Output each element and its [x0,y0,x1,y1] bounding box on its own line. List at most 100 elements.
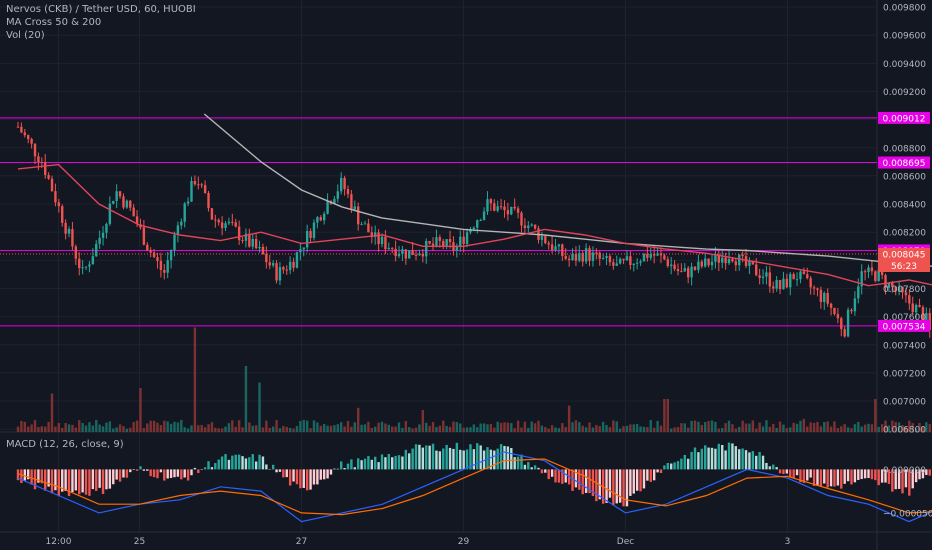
candle-body [618,258,622,264]
macd-histogram-bar [714,448,717,470]
macd-histogram-bar [248,457,251,470]
candle-body [768,272,772,287]
volume-bar [921,426,925,432]
candle-body [67,229,71,234]
macd-histogram-bar [683,454,686,470]
candle-body [367,223,370,233]
candle-body [217,220,220,223]
macd-histogram-bar [159,469,163,473]
candle-body [479,219,482,221]
candle-body [27,135,30,139]
volume-bar [428,425,431,432]
volume-bar [465,427,469,432]
signal-line [17,458,932,516]
candle-body [632,263,635,265]
volume-bar [380,421,384,432]
price-tick-label: 0.007200 [883,369,926,379]
volume-bar [802,418,806,432]
macd-histogram-bar [520,454,523,470]
macd-histogram-bar [564,469,567,483]
volume-bar [544,427,547,432]
macd-histogram-bar [244,458,248,470]
volume-bar [567,405,571,432]
symbol-title[interactable]: Nervos (CKB) / Tether USD, 60, HUOBI [6,4,196,15]
macd-histogram-bar [574,469,578,488]
candle-body [74,246,78,259]
volume-bar [374,426,377,432]
candle-body [877,270,880,281]
time-tick-label: 29 [458,537,470,547]
candle-body [418,253,421,256]
macd-histogram-bar [156,469,159,479]
candle-body [833,307,836,315]
macd-histogram-bar [47,469,50,487]
macd-histogram-bar [921,469,925,479]
candle-body [901,286,904,293]
volume-bar [118,424,122,432]
volume-bar [717,428,721,432]
macd-histogram-bar [374,456,377,470]
macd-histogram-bar [833,469,836,487]
candle-body [826,292,829,304]
candle-body [248,233,251,247]
macd-histogram-bar [503,445,506,470]
volume-bar [20,420,23,432]
candle-body [88,264,91,267]
volume-bar [404,421,408,432]
candle-body [224,223,227,229]
candle-body [37,156,40,163]
macd-histogram-bar [57,469,61,497]
macd-histogram-bar [486,447,489,470]
candle-body [363,223,367,225]
macd-histogram-bar [527,461,530,470]
volume-bar [438,425,442,432]
volume-bar [826,421,829,432]
candle-body [567,258,571,261]
macd-histogram-bar [884,469,887,483]
volume-legend[interactable]: Vol (20) [6,30,45,41]
candle-body [656,253,659,256]
candle-body [271,263,275,266]
candle-body [47,175,50,179]
candle-body [98,237,101,244]
candle-body [428,240,431,244]
volume-bar [571,422,574,432]
volume-bar [425,422,428,432]
candle-body [346,189,350,195]
volume-bar [533,423,537,432]
candle-body [322,213,326,221]
macd-histogram-bar [734,446,738,470]
macd-histogram-bar [452,448,455,470]
macd-tick-label: −0.000050 [883,509,932,519]
candle-body [904,292,908,296]
macd-histogram-bar [326,469,329,479]
macd-histogram-bar [350,459,353,470]
ma-cross-legend[interactable]: MA Cross 50 & 200 [6,17,102,28]
volume-bar [469,427,472,432]
volume-bar [833,421,836,432]
candle-body [339,177,343,192]
candle-body [57,202,61,207]
time-axis[interactable]: 12:00252729Dec357911 [46,537,932,547]
macd-histogram-bar [840,469,843,489]
volume-bar [846,427,850,432]
candle-body [874,271,877,281]
candle-body [819,289,823,302]
candle-body [880,270,884,276]
macd-histogram-bar [795,469,799,476]
candle-body [30,138,33,144]
macd-histogram-bar [741,448,744,470]
macd-histogram-bar [880,469,884,483]
volume-bar [360,424,363,432]
macd-histogram-bar [455,442,459,470]
candle-body [870,267,874,272]
volume-bar [397,422,401,432]
volume-bar [741,420,744,432]
macd-histogram-bar [142,469,146,471]
macd-histogram-bar [846,469,850,482]
candle-body [241,239,244,241]
volume-bar [54,426,57,432]
macd-legend[interactable]: MACD (12, 26, close, 9) [6,439,124,450]
candle-body [462,236,465,244]
